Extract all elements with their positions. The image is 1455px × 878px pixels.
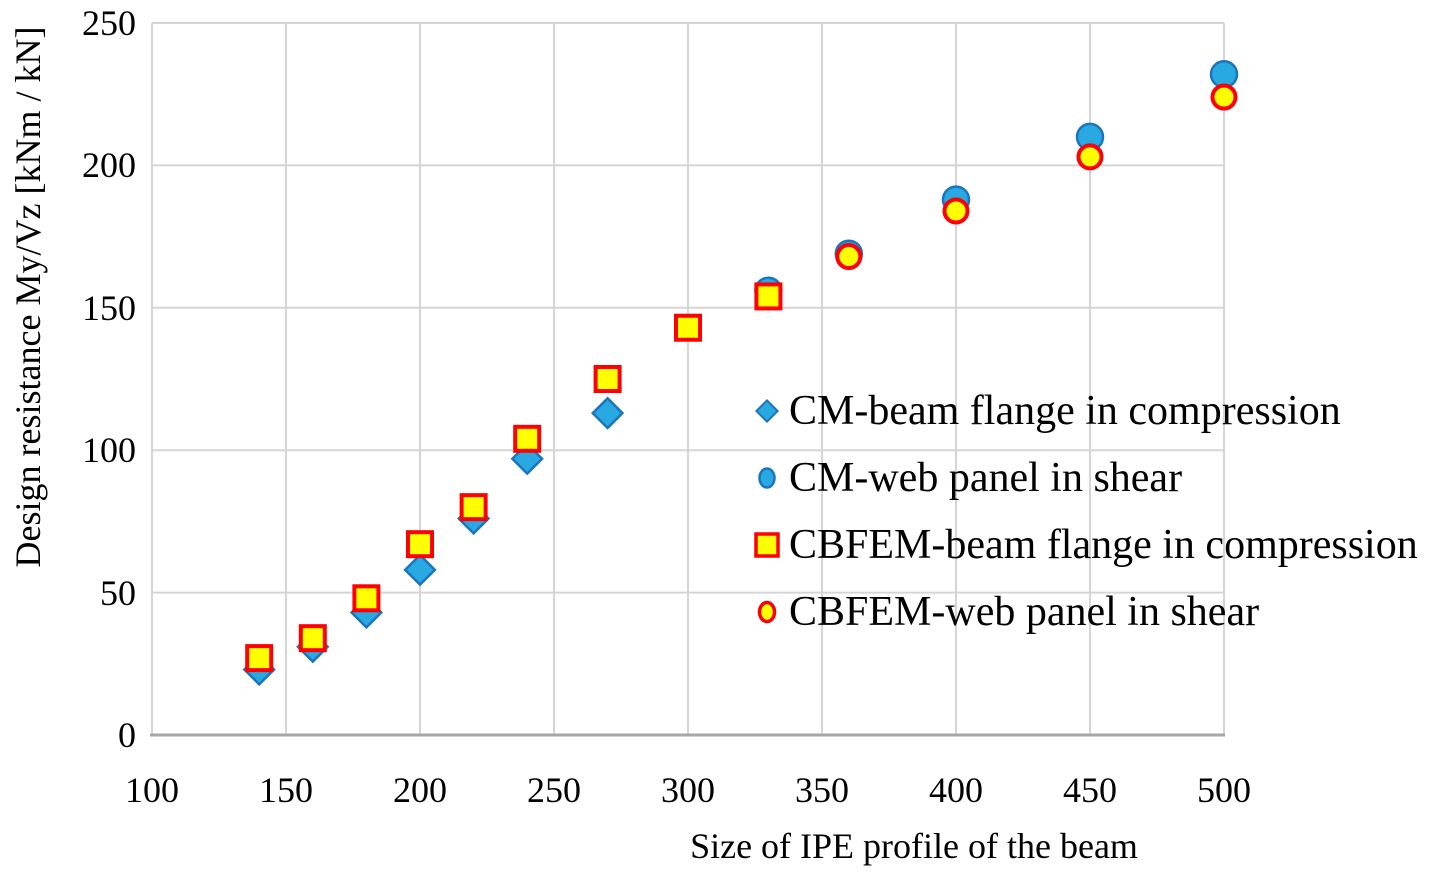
y-tick-label: 250 [82,3,136,43]
diamond-legend-icon [754,398,780,423]
y-tick-label: 0 [118,715,136,755]
data-point-marker [1210,83,1238,111]
square-legend-icon [754,531,780,558]
data-point-marker [754,282,783,311]
data-point-marker [513,424,542,453]
data-point-marker [593,365,622,393]
x-tick-label: 500 [1197,770,1251,810]
x-tick-label: 250 [527,770,581,810]
legend-item: CM-web panel in shear [752,444,1418,511]
x-tick-label: 150 [259,770,313,810]
y-tick-label: 200 [82,145,136,186]
x-tick-label: 100 [125,770,179,810]
data-point-marker [459,493,488,522]
x-tick-label: 350 [795,770,849,810]
x-tick-label: 450 [1063,770,1117,810]
data-point-marker [352,584,381,613]
y-tick-label: 100 [82,430,136,471]
x-tick-label: 400 [929,770,983,810]
legend-item: CBFEM-web panel in shear [752,578,1418,645]
legend-label: CM-beam flange in compression [789,387,1341,434]
x-tick-label: 300 [661,770,715,810]
legend-label: CM-web panel in shear [789,454,1183,501]
circle-legend-icon [758,466,776,489]
data-point-marker [674,313,702,342]
data-point-marker [245,644,274,673]
data-point-marker [403,553,437,587]
legend-item: CM-beam flange in compression [752,377,1418,444]
data-point-marker [942,197,970,225]
y-tick-label: 50 [100,572,136,613]
legend-label: CBFEM-beam flange in compression [789,521,1418,568]
data-point-marker [406,530,434,559]
data-point-marker [590,396,625,430]
y-tick-label: 150 [82,287,136,328]
data-point-marker [1209,60,1239,89]
y-axis-title: Design resistance My/Vz [kNm / kN] [8,26,48,568]
circle-legend-icon [757,600,777,623]
legend: CM-beam flange in compression CM-web pane… [752,377,1418,645]
legend-label: CBFEM-web panel in shear [789,588,1260,635]
x-axis-title: Size of IPE profile of the beam [690,826,1138,866]
data-point-marker [835,243,863,271]
x-tick-label: 200 [393,770,447,810]
data-point-marker [1076,143,1104,171]
legend-item: CBFEM-beam flange in compression [752,511,1418,578]
data-point-marker [298,624,327,653]
